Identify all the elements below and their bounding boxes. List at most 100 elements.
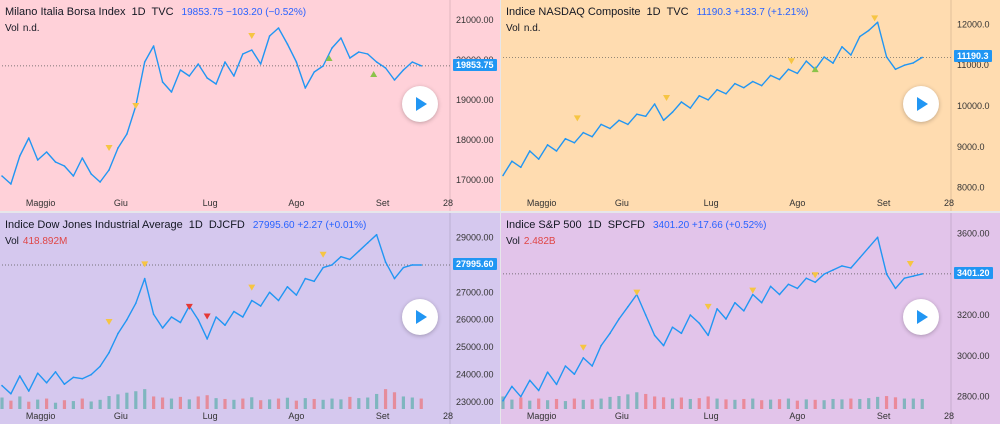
price-point	[502, 174, 504, 177]
price-point	[358, 250, 360, 252]
price-point	[850, 54, 852, 56]
volume-bar	[27, 401, 31, 409]
price-point	[823, 56, 825, 58]
play-button[interactable]	[402, 86, 438, 122]
last-price-label: 11190.3	[954, 50, 992, 63]
volume-bar	[196, 396, 200, 409]
volume-bar	[303, 398, 307, 409]
price-point	[259, 63, 262, 65]
price-point	[662, 344, 665, 347]
price-point	[698, 95, 701, 97]
price-point	[734, 301, 736, 304]
volume-bar	[599, 398, 603, 409]
chart-panel-sp500[interactable]: 3600.003400.003200.003000.002800.00Maggi…	[501, 213, 1000, 424]
volume-bar	[241, 398, 245, 409]
price-point	[366, 242, 369, 244]
play-button[interactable]	[903, 299, 939, 335]
price-point	[259, 305, 262, 307]
price-point	[349, 57, 351, 59]
volume-bar	[107, 396, 111, 409]
event-marker	[248, 33, 256, 39]
price-point	[528, 150, 531, 152]
price-point	[161, 327, 164, 329]
price-point	[250, 299, 253, 302]
chart-panel-dow-jones[interactable]: 29000.0028000.0027000.0026000.0025000.00…	[0, 213, 500, 424]
price-point	[787, 283, 790, 286]
price-point	[850, 267, 852, 269]
volume-bar	[375, 393, 379, 409]
price-point	[179, 69, 182, 71]
volume-bar	[537, 398, 541, 409]
price-point	[787, 68, 790, 71]
event-marker	[906, 261, 914, 268]
volume-bar	[884, 396, 889, 409]
y-tick-label: 12000.0	[957, 19, 990, 29]
play-button[interactable]	[402, 299, 438, 335]
volume-bar	[276, 398, 281, 409]
price-point	[894, 287, 897, 290]
volume-bar	[330, 398, 334, 409]
price-point	[197, 63, 200, 65]
volume-bar	[849, 398, 853, 409]
price-quote: 19853.75 −103.20 (−0.52%)	[181, 7, 307, 18]
price-point	[117, 332, 119, 335]
price-point	[188, 75, 191, 77]
volume-value: n.d.	[523, 23, 541, 34]
price-point	[760, 84, 763, 87]
price-point	[671, 326, 674, 329]
price-point	[636, 113, 638, 116]
price-point	[161, 81, 164, 83]
price-point	[751, 80, 754, 83]
volume-label-text: Vol	[506, 236, 520, 247]
price-point	[27, 390, 30, 392]
x-tick-label: Maggio	[26, 411, 56, 421]
price-line	[502, 21, 923, 176]
volume-bar	[357, 398, 361, 409]
price-point	[206, 338, 208, 340]
volume-bar	[786, 398, 791, 409]
price-point	[72, 175, 75, 177]
price-point	[841, 46, 843, 48]
event-marker	[370, 71, 378, 77]
event-marker	[105, 318, 113, 325]
price-point	[912, 275, 915, 277]
volume-bar	[733, 399, 737, 409]
volume-bar	[840, 399, 844, 409]
chart-title: Indice S&P 500 1D SPCFD 3401.20 +17.66 (+0.…	[506, 219, 766, 231]
price-point	[644, 115, 647, 118]
play-button[interactable]	[903, 86, 939, 122]
chart-panel-ftse-mib[interactable]: 21000.0020000.0019000.0018000.0017000.00…	[0, 0, 500, 211]
price-point	[867, 246, 870, 249]
volume-bar	[608, 396, 612, 409]
x-tick-label: Ago	[789, 411, 805, 421]
price-point	[224, 61, 226, 63]
volume-bar	[813, 399, 817, 409]
x-tick-label: 28	[443, 411, 453, 421]
volume-bar	[528, 400, 532, 409]
volume-bar	[644, 393, 648, 409]
price-point	[233, 75, 235, 77]
volume-bar	[71, 401, 75, 409]
event-marker	[663, 95, 671, 101]
volume-bar	[742, 398, 746, 409]
y-tick-label: 3000.00	[957, 351, 990, 361]
volume-bar	[724, 399, 728, 409]
x-tick-label: Giu	[615, 198, 629, 208]
volume-bar	[822, 400, 826, 409]
price-point	[502, 399, 504, 402]
event-marker	[319, 251, 327, 258]
volume-bar	[501, 396, 505, 409]
price-quote: 11190.3 +133.7 (+1.21%)	[696, 7, 809, 18]
price-point	[224, 324, 226, 327]
y-tick-label: 11000.0	[957, 60, 989, 70]
y-tick-label: 10000.0	[957, 101, 990, 111]
price-point	[609, 332, 611, 335]
price-point	[304, 87, 307, 89]
price-point	[885, 56, 888, 58]
price-point	[54, 371, 57, 373]
volume-bar	[9, 400, 13, 409]
chart-panel-nasdaq[interactable]: 12000.0 11000.0 10000.0 9000.0 8000.0 Maggio G…	[501, 0, 1000, 211]
volume-bar	[831, 398, 835, 409]
price-point	[876, 236, 879, 239]
volume-bar	[53, 402, 58, 409]
